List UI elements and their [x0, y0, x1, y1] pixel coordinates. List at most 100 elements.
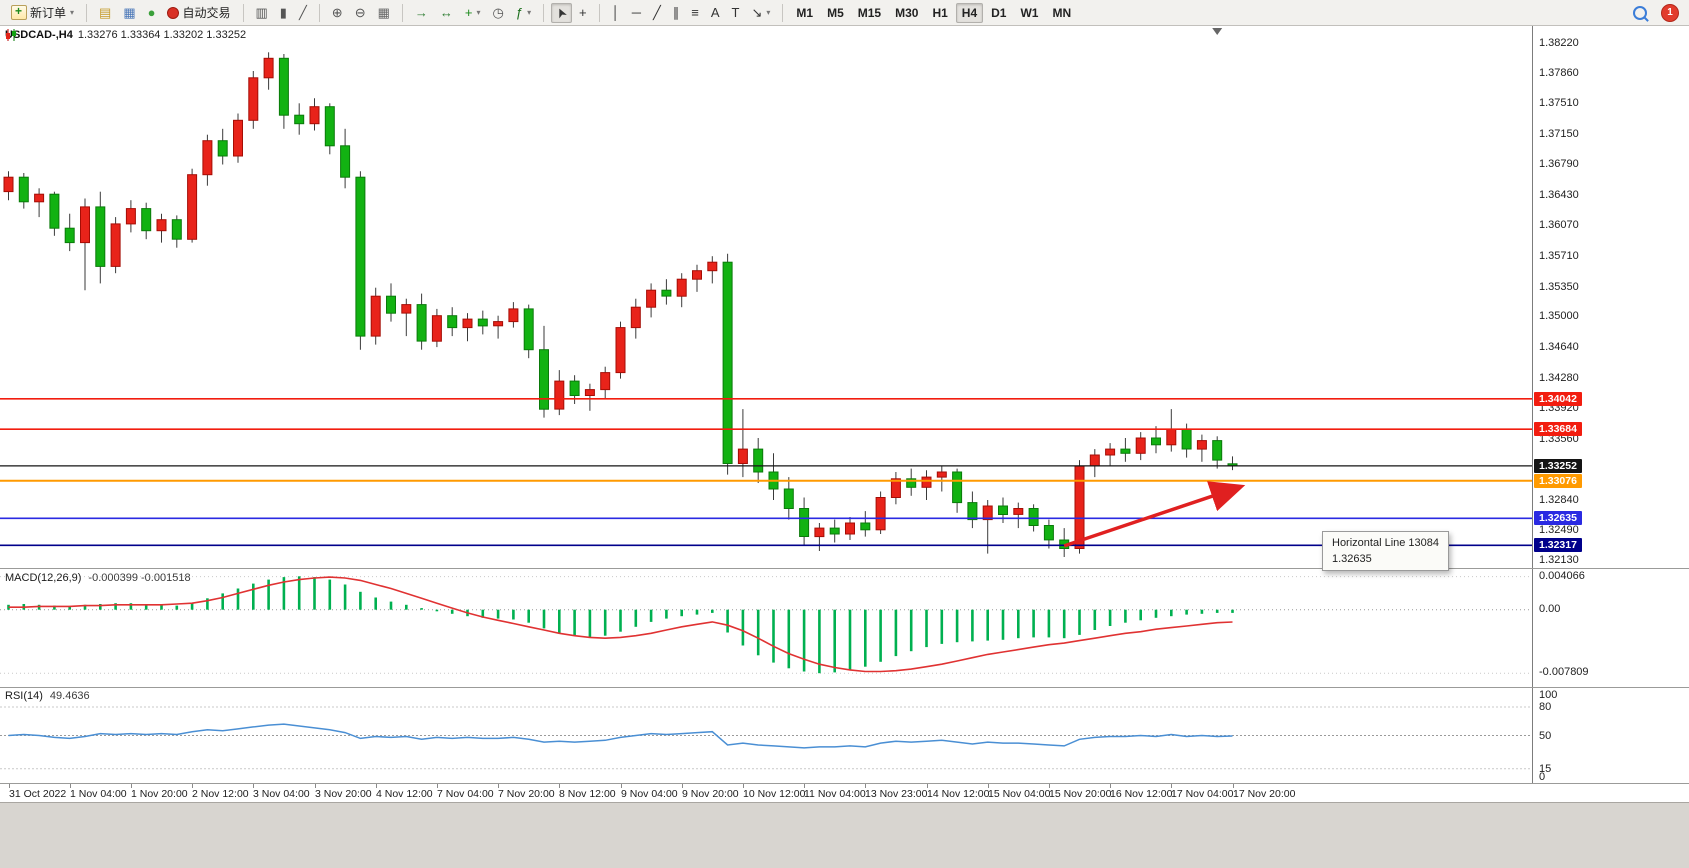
rsi-axis-label: 100	[1539, 689, 1558, 701]
time-axis-splitter	[0, 783, 1689, 784]
tf-w1-button[interactable]: W1	[1014, 3, 1044, 23]
toolbar-separator	[598, 3, 600, 22]
new-chart-button[interactable]: + ▾	[460, 3, 486, 23]
toolbar-separator	[782, 3, 784, 22]
macd-values: -0.000399 -0.001518	[88, 572, 191, 584]
notification-badge[interactable]: 1	[1661, 3, 1679, 22]
price-tick-label: 1.32490	[1539, 524, 1579, 536]
indicators-icon: ƒ	[515, 4, 524, 20]
time-tick	[621, 784, 622, 788]
trend-arrow[interactable]	[1063, 481, 1246, 548]
tooltip-object-name: Horizontal Line 13084	[1332, 537, 1440, 549]
bar-chart-button[interactable]: ▥	[251, 3, 273, 23]
tf-m1-button[interactable]: M1	[790, 3, 819, 23]
toolbar-groups: 新订单▾▤▦●自动交易▥▮╱⊕⊖▦→↔+▾◷ƒ▾➤+│─╱∥≡AT↘▾M1M5M…	[4, 0, 1627, 25]
arrows-dropdown-icon: ▾	[766, 8, 771, 17]
tooltip-object-value: 1.32635	[1332, 553, 1372, 565]
new-chart-icon: +	[464, 4, 473, 20]
time-label: 4 Nov 12:00	[376, 788, 433, 800]
rsi-value: 49.4636	[49, 690, 90, 702]
tile-windows-button[interactable]: ▦	[373, 3, 395, 23]
arrows-button[interactable]: ↘ ▾	[746, 3, 775, 23]
toolbar-separator	[318, 3, 320, 22]
time-tick	[1049, 784, 1050, 788]
rsi-axis-label: 15	[1539, 763, 1552, 775]
price-badge: 1.33684	[1534, 422, 1582, 436]
cursor-button[interactable]: ➤	[551, 2, 572, 23]
search-button[interactable]	[1628, 3, 1652, 23]
rsi-axis-label: 50	[1539, 730, 1552, 742]
time-tick	[131, 784, 132, 788]
tf-h1-button[interactable]: H1	[926, 3, 953, 23]
text-label-button[interactable]: T	[727, 3, 745, 23]
price-tick-label: 1.36430	[1539, 189, 1579, 201]
fibonacci-button[interactable]: ≡	[686, 3, 704, 23]
tf-h4-button[interactable]: H4	[955, 2, 984, 23]
time-label: 13 Nov 23:00	[865, 788, 928, 800]
price-badge: 1.33252	[1534, 459, 1582, 473]
text-button[interactable]: A	[706, 3, 725, 23]
toolbar-right: 1	[1627, 3, 1685, 23]
time-label: 9 Nov 20:00	[682, 788, 739, 800]
cursor-icon: ➤	[551, 4, 571, 21]
tf-d1-button[interactable]: D1	[985, 3, 1012, 23]
tf-m30-button[interactable]: M30	[889, 3, 924, 23]
time-label: 17 Nov 04:00	[1171, 788, 1234, 800]
navigator-icon: ▦	[123, 4, 136, 20]
period-clock-button[interactable]: ◷	[488, 3, 509, 23]
price-tick-label: 1.34640	[1539, 341, 1579, 353]
time-tick	[1171, 784, 1172, 788]
market-watch-button[interactable]: ▤	[94, 3, 116, 23]
candlestick-chart-button[interactable]: ▮	[275, 3, 292, 23]
new-order-button[interactable]: 新订单▾	[6, 1, 79, 24]
equidistant-channel-button[interactable]: ∥	[668, 3, 685, 23]
rsi-line	[8, 723, 1233, 749]
time-label: 14 Nov 12:00	[927, 788, 990, 800]
time-tick	[559, 784, 560, 788]
price-tick-label: 1.37510	[1539, 97, 1579, 109]
tf-mn-button[interactable]: MN	[1046, 3, 1077, 23]
time-label: 8 Nov 12:00	[559, 788, 616, 800]
indicators-button[interactable]: ƒ ▾	[511, 3, 536, 23]
macd-axis-label: -0.007809	[1539, 666, 1589, 678]
horizontal-line-button[interactable]: ─	[627, 3, 646, 23]
time-tick	[9, 784, 10, 788]
fibonacci-icon: ≡	[691, 4, 699, 20]
zoom-in-button[interactable]: ⊕	[327, 3, 348, 23]
rsi-splitter[interactable]	[0, 687, 1689, 688]
new-chart-dropdown-icon: ▾	[476, 8, 481, 17]
time-label: 2 Nov 12:00	[192, 788, 249, 800]
zoom-out-button[interactable]: ⊖	[350, 3, 371, 23]
tf-m15-button[interactable]: M15	[852, 3, 887, 23]
trendline-button[interactable]: ╱	[648, 3, 666, 23]
toolbar-group-cursor-tools: ➤ +	[549, 0, 594, 25]
macd-splitter[interactable]	[0, 568, 1689, 569]
time-axis[interactable]: 31 Oct 2022 1 Nov 04:00 1 Nov 20:00 2 Nov 1…	[0, 784, 1532, 802]
tf-w1-label: W1	[1020, 5, 1039, 20]
price-badge: 1.32635	[1534, 511, 1582, 525]
navigator-button[interactable]: ▦	[118, 3, 140, 23]
terminal-button[interactable]: ●	[143, 3, 161, 23]
toolbar-separator	[401, 3, 403, 22]
chart-shift-button[interactable]: ↔	[435, 3, 458, 23]
vertical-line-button[interactable]: │	[607, 3, 625, 23]
autotrading-button[interactable]: 自动交易	[162, 1, 235, 24]
main-chart[interactable]	[0, 26, 1532, 568]
time-tick	[927, 784, 928, 788]
new-order-dropdown-icon: ▾	[70, 8, 75, 17]
rsi-panel[interactable]	[0, 688, 1532, 783]
auto-scroll-button[interactable]: →	[410, 3, 433, 23]
macd-panel[interactable]	[0, 569, 1532, 687]
price-axis[interactable]: 1.38220 1.37860 1.37510 1.37150 1.36790 1.364…	[1532, 26, 1689, 783]
macd-label: MACD(12,26,9) -0.000399 -0.001518	[5, 572, 191, 584]
time-tick	[682, 784, 683, 788]
tf-m15-label: M15	[857, 5, 882, 20]
time-label: 3 Nov 04:00	[253, 788, 310, 800]
chart-shift-marker[interactable]	[1212, 28, 1223, 35]
line-chart-button[interactable]: ╱	[294, 3, 312, 23]
chart-ohlc-values: 1.33276 1.33364 1.33202 1.33252	[77, 29, 247, 41]
time-tick	[1110, 784, 1111, 788]
time-label: 17 Nov 20:00	[1233, 788, 1296, 800]
crosshair-button[interactable]: +	[574, 3, 592, 23]
tf-m5-button[interactable]: M5	[821, 3, 850, 23]
